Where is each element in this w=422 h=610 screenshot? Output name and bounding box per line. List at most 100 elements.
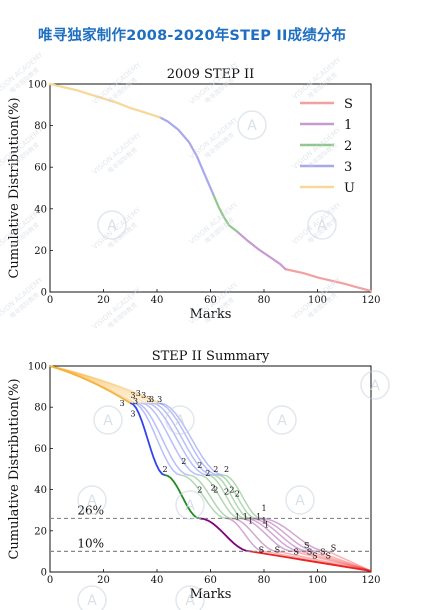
grade-marker: 2 <box>162 465 167 474</box>
grade-marker: 2 <box>213 465 218 474</box>
legend-label-S: S <box>344 97 353 112</box>
summary-curve-segment-S <box>327 550 372 572</box>
summary-curve-segment-2 <box>199 474 241 520</box>
summary-curve-segment-3 <box>132 402 182 476</box>
grade-marker: S <box>307 547 312 556</box>
grade-marker: 2 <box>205 469 210 478</box>
grade-marker: S <box>331 543 336 552</box>
grade-marker: 3 <box>157 395 162 404</box>
summary-curve-segment-U <box>49 365 158 404</box>
grade-marker: 2 <box>235 490 240 499</box>
summary-curve-segment-1 <box>199 517 251 553</box>
series-line-1 <box>236 230 287 271</box>
grade-marker: S <box>259 545 264 554</box>
reference-line-label: 26% <box>77 503 104 517</box>
grade-marker: 2 <box>211 484 216 493</box>
summary-curve-segment-3 <box>135 402 190 476</box>
grade-marker: 3 <box>133 397 138 406</box>
summary-curve-segment-S <box>301 550 372 572</box>
y-tick-label: 20 <box>34 246 47 257</box>
x-axis-label: Marks <box>190 307 232 322</box>
x-tick-label: 0 <box>47 295 53 306</box>
reference-line-label: 10% <box>77 536 104 550</box>
summary-curve-segment-2 <box>207 474 246 520</box>
y-tick-label: 0 <box>41 568 47 579</box>
summary-curve-segment-U <box>49 365 152 404</box>
chart-2009-step-ii: 0 20 40 60 80 100 120 0 20 40 60 80 100 2009 STEP II M… <box>7 67 381 322</box>
summary-curve-segment-2 <box>188 474 233 520</box>
summary-curve-segment-3 <box>129 402 166 477</box>
summary-curve-segment-2 <box>164 474 201 520</box>
grade-marker: S <box>312 552 317 561</box>
series-line-3 <box>158 116 215 196</box>
summary-curve-segment-2 <box>218 474 257 520</box>
grade-marker: 3 <box>120 399 125 408</box>
x-tick-label: 80 <box>258 575 271 586</box>
chart-title: 2009 STEP II <box>167 67 254 82</box>
y-tick-label: 60 <box>34 444 47 455</box>
y-tick-label: 40 <box>34 485 47 496</box>
y-tick-label: 100 <box>28 80 47 91</box>
series-line-S <box>284 268 373 293</box>
grade-marker: 3 <box>130 391 135 400</box>
x-tick-label: 40 <box>151 575 164 586</box>
summary-curve-segment-1 <box>261 517 329 553</box>
summary-curve-segment-1 <box>226 517 265 553</box>
grade-marker: 3 <box>149 395 154 404</box>
summary-curve-segment-U <box>49 365 136 404</box>
x-tick-label: 40 <box>151 295 164 306</box>
summary-curve-segment-S <box>317 550 372 572</box>
summary-curve-segment-U <box>49 365 134 404</box>
grade-marker: S <box>293 547 298 556</box>
legend-label-2: 2 <box>344 139 352 154</box>
legend-label-U: U <box>344 181 355 196</box>
grade-marker: 2 <box>181 457 186 466</box>
grade-marker: S <box>325 552 330 561</box>
x-tick-label: 20 <box>97 575 110 586</box>
x-tick-label: 120 <box>361 575 380 586</box>
summary-curve-segment-2 <box>212 474 251 520</box>
summary-curve-segment-U <box>49 365 131 404</box>
summary-curve-segment-U <box>49 365 147 404</box>
grade-marker: 2 <box>197 461 202 470</box>
summary-curve-segment-3 <box>146 402 208 476</box>
y-tick-label: 40 <box>34 204 47 215</box>
grade-marker: S <box>275 545 280 554</box>
grade-marker: 1 <box>261 517 266 526</box>
grade-marker: 3 <box>146 395 151 404</box>
summary-curve-segment-S <box>309 550 372 572</box>
summary-curve-segment-1 <box>231 517 278 553</box>
y-tick-label: 80 <box>34 121 47 132</box>
grade-marker: 2 <box>213 486 218 495</box>
y-tick-label: 100 <box>28 362 47 373</box>
grade-marker: 2 <box>229 486 234 495</box>
summary-curve-segment-1 <box>239 517 294 553</box>
x-tick-label: 120 <box>361 295 380 306</box>
summary-curve-segment-U <box>49 365 160 404</box>
y-tick-label: 80 <box>34 403 47 414</box>
summary-curve-segment-1 <box>245 517 302 553</box>
y-axis-label: Cumulative Distribution(%) <box>7 97 22 278</box>
summary-curve-segment-S <box>250 550 372 572</box>
x-tick-label: 60 <box>204 295 217 306</box>
grade-marker: 1 <box>264 521 269 530</box>
grade-marker: 3 <box>130 409 135 418</box>
chart-title: STEP II Summary <box>152 349 270 364</box>
grade-marker: 1 <box>256 512 261 521</box>
page-title: 唯寻独家制作2008-2020年STEP II成绩分布 <box>38 28 347 44</box>
summary-curve-segment-1 <box>255 517 318 553</box>
y-tick-label: 20 <box>34 526 47 537</box>
summary-curve-segment-3 <box>140 402 200 476</box>
grade-marker: 1 <box>235 512 240 521</box>
summary-curve-segment-3 <box>151 402 214 476</box>
legend-label-1: 1 <box>344 118 352 133</box>
y-axis-label: Cumulative Distribution(%) <box>7 378 22 559</box>
summary-curve-segment-S <box>293 550 372 572</box>
x-tick-label: 100 <box>308 295 327 306</box>
grade-marker: 2 <box>224 465 229 474</box>
legend-label-3: 3 <box>344 160 352 175</box>
summary-curve-segment-1 <box>250 517 310 553</box>
grade-marker: 1 <box>261 504 266 513</box>
grade-marker: S <box>304 541 309 550</box>
x-tick-label: 60 <box>204 575 217 586</box>
